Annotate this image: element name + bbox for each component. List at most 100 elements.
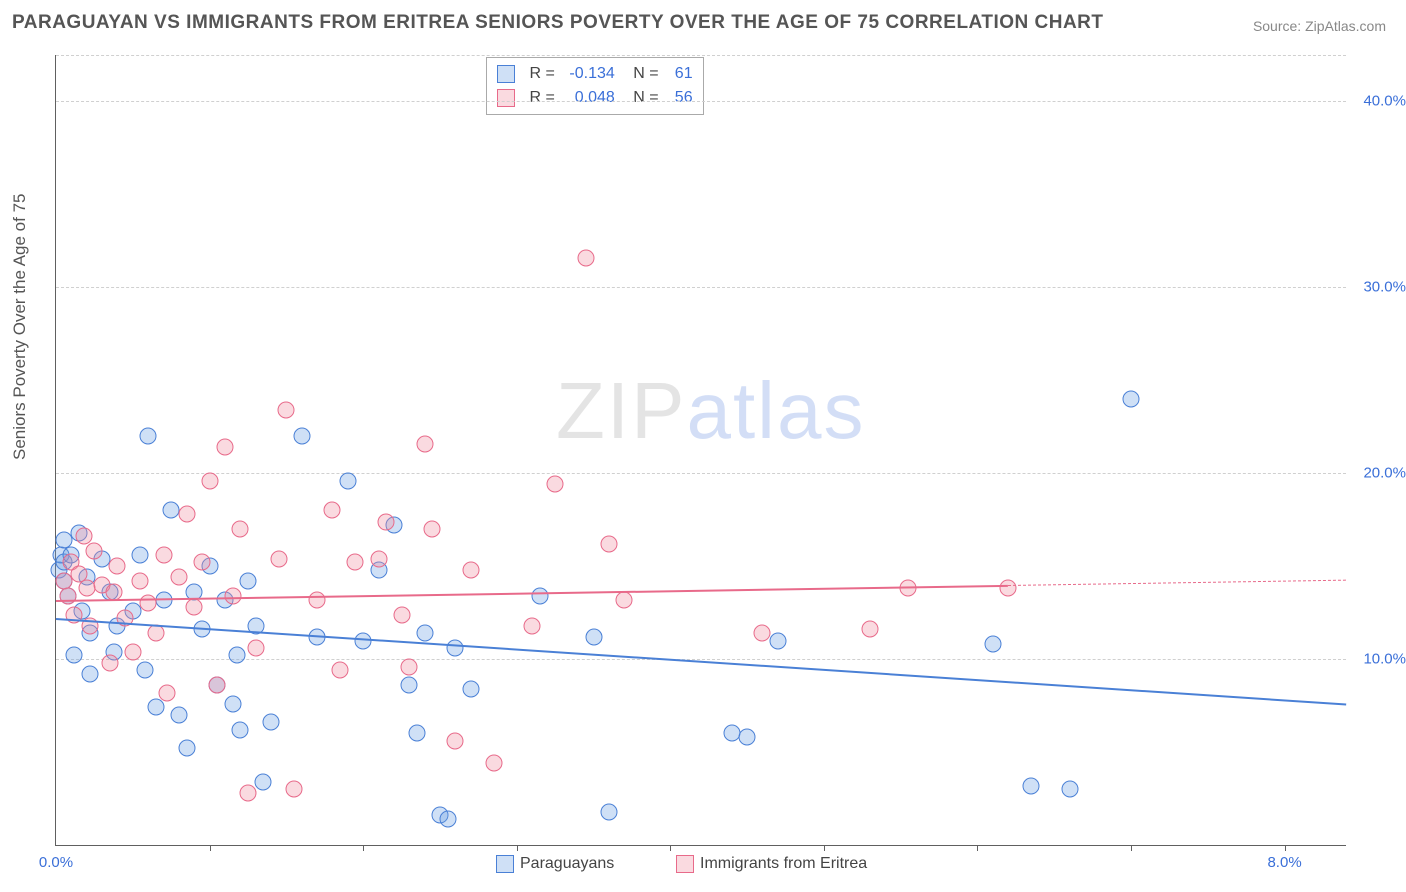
x-tick-label: 8.0%	[1267, 854, 1301, 871]
data-point	[147, 625, 164, 642]
data-point	[577, 249, 594, 266]
data-point	[201, 472, 218, 489]
data-point	[462, 561, 479, 578]
x-tick	[670, 845, 671, 851]
data-point	[155, 547, 172, 564]
data-point	[1023, 777, 1040, 794]
data-point	[140, 428, 157, 445]
stats-row-1: R =-0.134 N =61	[497, 62, 693, 86]
data-point	[370, 550, 387, 567]
data-point	[81, 666, 98, 683]
data-point	[984, 636, 1001, 653]
data-point	[124, 643, 141, 660]
data-point	[75, 528, 92, 545]
data-point	[309, 591, 326, 608]
watermark: ZIPatlas	[556, 365, 865, 457]
data-point	[286, 781, 303, 798]
plot-area: ZIPatlas R =-0.134 N =61 R =0.048 N =56 …	[55, 55, 1346, 846]
data-point	[769, 632, 786, 649]
data-point	[439, 810, 456, 827]
data-point	[78, 580, 95, 597]
stats-row-2: R =0.048 N =56	[497, 86, 693, 110]
data-point	[754, 625, 771, 642]
data-point	[900, 580, 917, 597]
series-swatch-2	[676, 855, 694, 873]
stats-legend: R =-0.134 N =61 R =0.048 N =56	[486, 57, 704, 115]
data-point	[485, 755, 502, 772]
data-point	[339, 472, 356, 489]
data-point	[585, 628, 602, 645]
data-point	[447, 639, 464, 656]
data-point	[408, 725, 425, 742]
data-point	[270, 550, 287, 567]
y-gridline	[56, 55, 1346, 56]
data-point	[332, 662, 349, 679]
data-point	[1061, 781, 1078, 798]
data-point	[524, 617, 541, 634]
data-point	[600, 803, 617, 820]
data-point	[293, 428, 310, 445]
data-point	[239, 784, 256, 801]
data-point	[178, 740, 195, 757]
x-tick	[1285, 845, 1286, 851]
data-point	[170, 706, 187, 723]
x-tick	[1131, 845, 1132, 851]
regression-line	[1008, 579, 1346, 585]
regression-line	[56, 618, 1346, 706]
data-point	[232, 721, 249, 738]
y-gridline	[56, 101, 1346, 102]
data-point	[401, 658, 418, 675]
y-axis-label: Seniors Poverty Over the Age of 75	[10, 194, 30, 460]
data-point	[462, 680, 479, 697]
data-point	[378, 513, 395, 530]
data-point	[209, 677, 226, 694]
data-point	[278, 402, 295, 419]
y-tick-label: 30.0%	[1363, 279, 1406, 296]
data-point	[140, 595, 157, 612]
data-point	[393, 606, 410, 623]
y-gridline	[56, 287, 1346, 288]
x-tick	[210, 845, 211, 851]
stats-swatch-2	[497, 89, 515, 107]
stats-swatch-1	[497, 65, 515, 83]
data-point	[1000, 580, 1017, 597]
data-point	[101, 654, 118, 671]
y-tick-label: 40.0%	[1363, 93, 1406, 110]
data-point	[158, 684, 175, 701]
data-point	[531, 587, 548, 604]
data-point	[1123, 390, 1140, 407]
data-point	[86, 543, 103, 560]
data-point	[739, 729, 756, 746]
data-point	[66, 647, 83, 664]
data-point	[263, 714, 280, 731]
series-swatch-1	[496, 855, 514, 873]
x-tick	[824, 845, 825, 851]
data-point	[239, 573, 256, 590]
data-point	[347, 554, 364, 571]
x-tick	[517, 845, 518, 851]
data-point	[109, 558, 126, 575]
data-point	[324, 502, 341, 519]
x-tick-label: 0.0%	[39, 854, 73, 871]
data-point	[147, 699, 164, 716]
data-point	[416, 435, 433, 452]
data-point	[424, 521, 441, 538]
data-point	[193, 554, 210, 571]
data-point	[178, 506, 195, 523]
chart-title: PARAGUAYAN VS IMMIGRANTS FROM ERITREA SE…	[12, 12, 1104, 34]
data-point	[416, 625, 433, 642]
y-gridline	[56, 473, 1346, 474]
data-point	[224, 587, 241, 604]
data-point	[616, 591, 633, 608]
data-point	[401, 677, 418, 694]
data-point	[137, 662, 154, 679]
series-legend-1: Paraguayans	[496, 855, 614, 873]
y-tick-label: 10.0%	[1363, 651, 1406, 668]
data-point	[447, 732, 464, 749]
data-point	[224, 695, 241, 712]
data-point	[60, 587, 77, 604]
data-point	[170, 569, 187, 586]
y-tick-label: 20.0%	[1363, 465, 1406, 482]
data-point	[232, 521, 249, 538]
data-point	[255, 773, 272, 790]
